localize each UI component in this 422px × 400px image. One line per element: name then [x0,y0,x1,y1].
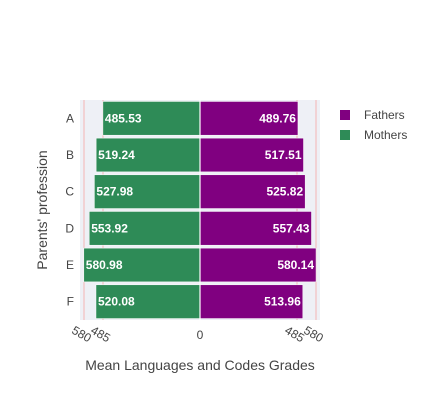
y-axis-title: Parents' profession [34,150,50,269]
y-axis-ticks: A B C D E F [65,111,74,308]
data-label-fathers-e: 580.14 [277,258,314,272]
y-tick-label-a: A [66,111,74,125]
bar-mothers-d[interactable] [88,211,201,246]
y-tick-label-f: F [67,295,74,309]
bar-labels: 489.76 517.51 525.82 557.43 580.14 513.96 485.… [86,111,315,308]
bar-mothers-b[interactable] [95,137,201,173]
data-label-mothers-e: 580.98 [86,258,123,272]
x-tick-label: 0 [197,328,204,342]
bar-fathers-d[interactable] [199,211,312,246]
reference-lines [83,100,317,320]
legend-swatch-fathers [340,110,350,120]
data-label-fathers-f: 513.96 [264,295,301,309]
legend-item-fathers[interactable]: Fathers [340,108,405,122]
x-axis-title: Mean Languages and Codes Grades [85,357,315,373]
bar-mothers-c[interactable] [94,174,201,209]
bar-fathers-b[interactable] [199,137,304,173]
data-label-fathers-c: 525.82 [266,185,303,199]
y-tick-label-b: B [66,148,74,162]
x-tick-label: 580 [301,323,326,345]
legend-label-fathers: Fathers [364,108,405,122]
bar-mothers-e[interactable] [83,247,201,283]
data-label-mothers-c: 527.98 [96,185,133,199]
bar-mothers-f[interactable] [95,284,201,319]
data-label-mothers-f: 520.08 [98,295,135,309]
data-label-fathers-d: 557.43 [273,221,310,235]
data-label-mothers-b: 519.24 [98,148,135,162]
data-label-fathers-a: 489.76 [259,111,296,125]
y-tick-label-d: D [65,221,74,235]
data-label-mothers-a: 485.53 [105,111,142,125]
legend-label-mothers: Mothers [364,128,407,142]
bars [83,101,317,319]
data-label-fathers-b: 517.51 [265,148,302,162]
legend[interactable]: Fathers Mothers [340,108,407,142]
bar-fathers-c[interactable] [199,174,306,209]
legend-item-mothers[interactable]: Mothers [340,128,407,142]
x-tick-label: 485 [88,323,113,345]
bar-fathers-f[interactable] [199,284,304,319]
bar-fathers-e[interactable] [199,247,317,283]
y-tick-label-e: E [66,258,74,272]
y-tick-label-c: C [65,185,74,199]
data-label-mothers-d: 553.92 [91,221,128,235]
legend-swatch-mothers [340,130,350,140]
